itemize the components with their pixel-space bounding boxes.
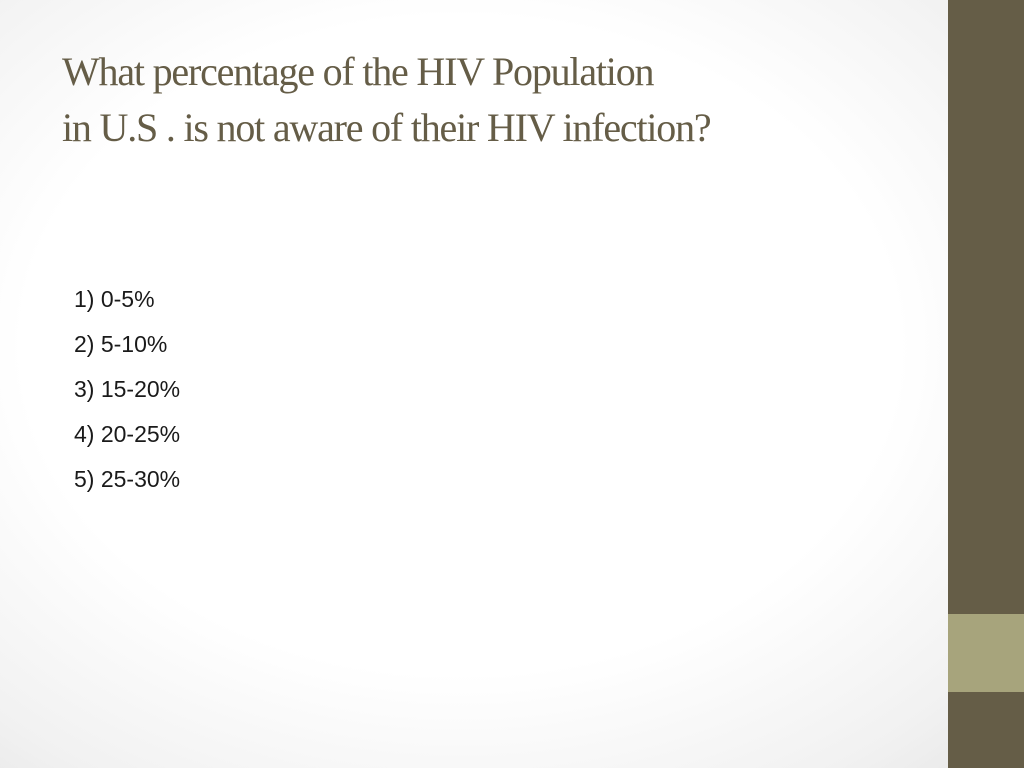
decorative-side-accent	[948, 614, 1024, 692]
answer-option-2: 2) 5-10%	[74, 331, 168, 357]
slide-title-line-1: What percentage of the HIV Population	[62, 49, 655, 94]
answer-options-list: 1) 0-5% 2) 5-10% 3) 15-20% 4) 20-25% 5) …	[74, 277, 180, 502]
slide-title-line-2: in U.S . is not aware of their HIV infec…	[62, 105, 712, 150]
answer-option-4: 4) 20-25%	[74, 421, 181, 447]
answer-option-5: 5) 25-30%	[74, 466, 181, 492]
answer-option-1: 1) 0-5%	[74, 286, 155, 312]
slide-title: What percentage of the HIV Population in…	[62, 44, 922, 156]
answer-option-3: 3) 15-20%	[74, 376, 181, 402]
